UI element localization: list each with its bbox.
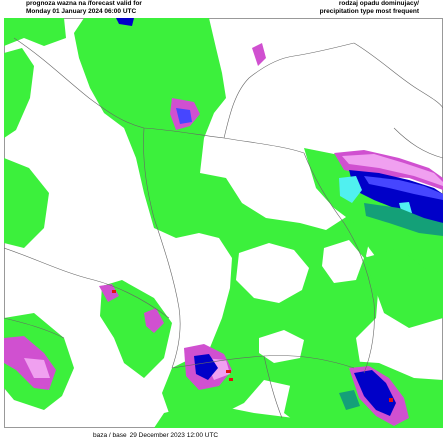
- dry-gap-center: [236, 243, 309, 303]
- mixed-area-northeast: [252, 43, 266, 66]
- border-line-10: [393, 127, 443, 159]
- rain-area-south: [100, 280, 172, 378]
- rain-area-south-central: [154, 403, 304, 428]
- forecast-validity-label: prognoza wazna na /forecast valid for: [26, 0, 142, 7]
- dry-gap-east: [322, 240, 364, 283]
- snow-light-areas: [176, 108, 443, 200]
- forecast-validity-header: prognoza wazna na /forecast valid for Mo…: [26, 0, 142, 15]
- rain-area-west: [4, 48, 34, 138]
- border-line-3: [143, 127, 181, 369]
- freezing-areas: [339, 176, 412, 214]
- border-line-2: [223, 42, 355, 139]
- border-line-7: [353, 42, 443, 109]
- rain-area-west-2: [4, 158, 49, 248]
- country-borders: [4, 37, 443, 419]
- mixed-area-west-center: [99, 284, 119, 302]
- base-run-label: baza / base: [93, 432, 127, 439]
- red-areas: [112, 290, 393, 402]
- mixed-area-center-small: [144, 308, 164, 333]
- snow-area-southeast: [354, 370, 396, 416]
- border-line-5: [4, 247, 170, 319]
- base-run-date: 29 December 2023 12:00 UTC: [129, 432, 219, 439]
- precipitation-type-header: rodzaj opadu dominujacy/ precipitation t…: [320, 0, 419, 15]
- dry-gaps: [236, 240, 364, 363]
- precipitation-type-label-pl: rodzaj opadu dominujacy/: [338, 0, 419, 7]
- snow-area-north: [116, 18, 134, 26]
- dry-gap-south: [259, 330, 304, 363]
- border-line-8: [4, 317, 65, 339]
- precipitation-map: [4, 18, 443, 428]
- rain-area-north: [74, 18, 379, 418]
- base-run-footer: baza / base 29 December 2023 12:00 UTC: [93, 432, 221, 439]
- rain-area-northwest: [4, 18, 66, 46]
- teal-areas: [339, 203, 443, 410]
- rain-area-far-east: [364, 248, 443, 328]
- border-line-4: [303, 152, 375, 374]
- precipitation-type-label-en: precipitation type most frequent: [319, 7, 419, 15]
- snow-area-south: [194, 354, 218, 380]
- border-line-9: [263, 355, 283, 419]
- forecast-validity-date: Monday 01 January 2024 06:00 UTC: [26, 7, 137, 15]
